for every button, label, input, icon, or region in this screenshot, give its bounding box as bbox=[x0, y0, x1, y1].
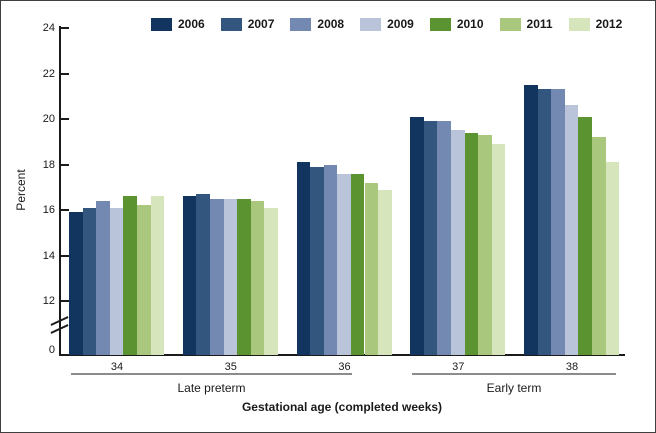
y-tick-label-22: 22 bbox=[42, 67, 55, 80]
y-tick-24 bbox=[61, 27, 69, 29]
bar-34wk-2010 bbox=[123, 196, 137, 355]
legend-item-2010: 2010 bbox=[429, 17, 484, 31]
legend-swatch-2009 bbox=[360, 18, 382, 31]
bar-36wk-2009 bbox=[337, 173, 351, 355]
early-term-label: Early term bbox=[486, 381, 542, 395]
legend-item-2011: 2011 bbox=[499, 17, 553, 31]
legend-swatch-2007 bbox=[220, 18, 242, 31]
legend-label: 2006 bbox=[178, 17, 205, 31]
bar-37wk-2012 bbox=[491, 144, 506, 355]
bar-36wk-2008 bbox=[323, 164, 338, 355]
bar-34wk-2007 bbox=[82, 207, 97, 355]
legend-label: 2012 bbox=[595, 17, 623, 31]
bar-35wk-2011 bbox=[250, 200, 265, 355]
y-tick-label-24: 24 bbox=[42, 22, 55, 34]
bar-35wk-2007 bbox=[196, 194, 210, 355]
chart-legend: 2006 2007 2008 2009 2010 2011 2012 bbox=[151, 18, 622, 31]
bar-37wk-2011 bbox=[478, 134, 492, 355]
early-term-span-line bbox=[412, 373, 616, 375]
bar-36wk-2010 bbox=[350, 173, 365, 355]
legend-label: 2009 bbox=[387, 17, 414, 31]
x-axis-line bbox=[59, 354, 625, 356]
bar-38wk-2012 bbox=[605, 162, 620, 355]
legend-item-2007: 2007 bbox=[220, 17, 275, 31]
bar-34wk-2006 bbox=[69, 212, 83, 355]
legend-swatch-2012 bbox=[568, 18, 590, 31]
legend-label: 2010 bbox=[456, 17, 484, 31]
bar-35wk-2008 bbox=[209, 198, 224, 355]
bar-37wk-2008 bbox=[437, 121, 452, 355]
category-label-38: 38 bbox=[565, 361, 579, 373]
y-tick-label-12: 12 bbox=[42, 295, 55, 307]
legend-label: 2011 bbox=[526, 17, 553, 31]
legend-swatch-2006 bbox=[151, 18, 172, 31]
late-preterm-label: Late preterm bbox=[177, 381, 246, 395]
y-tick-20 bbox=[61, 118, 69, 120]
bar-34wk-2011 bbox=[137, 205, 151, 355]
y-tick-label-14: 14 bbox=[42, 249, 55, 262]
bar-34wk-2012 bbox=[150, 196, 165, 355]
legend-swatch-2008 bbox=[290, 18, 312, 31]
y-axis-line bbox=[59, 26, 61, 356]
y-tick-14 bbox=[61, 254, 69, 257]
bar-38wk-2011 bbox=[592, 137, 606, 355]
bar-37wk-2009 bbox=[451, 130, 465, 355]
bar-36wk-2006 bbox=[296, 162, 311, 355]
bar-38wk-2007 bbox=[537, 89, 552, 355]
legend-label: 2007 bbox=[247, 17, 275, 31]
legend-swatch-2010 bbox=[429, 18, 451, 31]
bar-38wk-2008 bbox=[551, 89, 565, 355]
y-tick-18 bbox=[61, 163, 69, 166]
y-tick-label-20: 20 bbox=[42, 113, 55, 125]
y-tick-22 bbox=[61, 72, 69, 75]
legend-swatch-2011 bbox=[499, 18, 521, 31]
bar-34wk-2009 bbox=[109, 207, 124, 355]
legend-label: 2008 bbox=[317, 17, 345, 31]
bar-37wk-2006 bbox=[410, 116, 424, 355]
bar-38wk-2006 bbox=[524, 84, 538, 355]
category-label-37: 37 bbox=[452, 361, 465, 373]
x-axis-title: Gestational age (completed weeks) bbox=[241, 400, 443, 414]
y-tick-label-0: 0 bbox=[48, 344, 55, 356]
y-tick-label-18: 18 bbox=[42, 158, 55, 171]
category-label-34: 34 bbox=[110, 361, 124, 373]
bar-38wk-2010 bbox=[578, 116, 592, 355]
y-tick-12 bbox=[61, 300, 69, 302]
legend-item-2006: 2006 bbox=[151, 18, 205, 31]
legend-item-2012: 2012 bbox=[568, 17, 623, 31]
y-tick-16 bbox=[61, 209, 69, 211]
bar-38wk-2009 bbox=[564, 105, 579, 355]
bar-37wk-2007 bbox=[423, 121, 438, 355]
bar-35wk-2009 bbox=[223, 198, 238, 355]
category-label-36: 36 bbox=[338, 361, 351, 373]
late-preterm-span-line bbox=[71, 373, 352, 375]
bar-36wk-2012 bbox=[378, 189, 392, 355]
bar-37wk-2010 bbox=[464, 132, 479, 355]
y-tick-label-16: 16 bbox=[42, 204, 55, 216]
legend-item-2009: 2009 bbox=[360, 18, 414, 31]
legend-item-2008: 2008 bbox=[290, 18, 344, 31]
bar-36wk-2011 bbox=[364, 182, 379, 355]
bar-34wk-2008 bbox=[96, 200, 110, 355]
category-label-35: 35 bbox=[224, 361, 237, 373]
bar-35wk-2006 bbox=[182, 196, 197, 355]
bar-35wk-2010 bbox=[237, 198, 251, 355]
bar-35wk-2012 bbox=[264, 207, 278, 355]
bar-36wk-2007 bbox=[310, 166, 324, 355]
